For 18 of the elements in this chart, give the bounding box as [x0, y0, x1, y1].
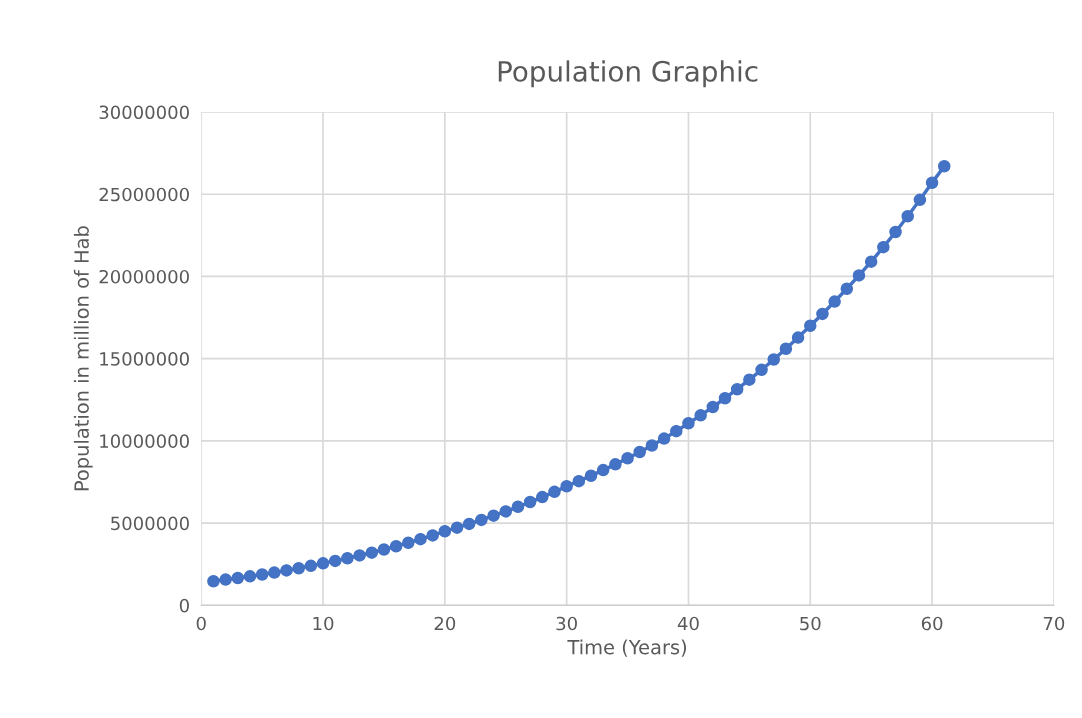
y-tick-label: 30000000 — [99, 105, 189, 120]
x-axis-title: Time (Years) — [567, 639, 687, 657]
y-tick-label: 25000000 — [99, 187, 189, 202]
chart-title: Population Graphic — [498, 60, 758, 88]
x-tick-label: 50 — [800, 616, 821, 631]
x-tick-label: 20 — [434, 616, 456, 631]
y-tick-label: 5000000 — [111, 516, 189, 531]
y-tick-label: 20000000 — [99, 269, 189, 284]
x-tick-label: 40 — [677, 616, 699, 631]
y-axis-title: Population in million of Hab — [73, 226, 93, 491]
x-tick-label: 0 — [196, 616, 206, 631]
x-tick-label: 30 — [556, 616, 577, 631]
y-tick-label: 15000000 — [100, 352, 189, 366]
y-tick-label: 10000000 — [100, 434, 189, 448]
x-tick-label: 10 — [313, 616, 334, 631]
x-tick-label: 60 — [921, 616, 943, 631]
y-tick-label: 0 — [179, 598, 189, 613]
x-tick-label: 70 — [1043, 616, 1065, 631]
